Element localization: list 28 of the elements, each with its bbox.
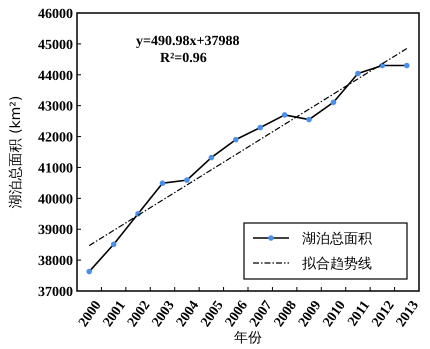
- legend-label: 拟合趋势线: [302, 256, 372, 272]
- annotation: R²=0.96: [160, 51, 207, 66]
- point: [86, 268, 92, 274]
- y-tick-label: 37000: [38, 285, 73, 300]
- y-tick-label: 38000: [38, 254, 73, 270]
- y-tick-label: 40000: [38, 192, 73, 208]
- legend-label: 湖泊总面积: [302, 231, 372, 247]
- y-tick-label: 44000: [38, 68, 73, 84]
- y-tick-label: 46000: [38, 7, 73, 22]
- point: [330, 99, 336, 106]
- point: [184, 177, 190, 183]
- point: [404, 62, 410, 68]
- point: [355, 70, 361, 76]
- y-tick-label: 45000: [38, 38, 73, 53]
- annotation: y=490.98x+37988: [136, 34, 240, 49]
- y-axis-title: 湖泊总面积 (km²): [8, 96, 24, 208]
- x-axis-title: 年份: [234, 330, 262, 346]
- point: [257, 124, 264, 130]
- point: [110, 242, 116, 248]
- y-tick-label: 43000: [38, 100, 73, 115]
- point: [160, 180, 166, 186]
- point: [232, 136, 239, 142]
- point: [306, 116, 312, 122]
- y-tick-label: 42000: [38, 130, 73, 146]
- y-tick-label: 39000: [38, 223, 73, 238]
- y-tick-label: 41000: [38, 161, 73, 176]
- point: [282, 112, 288, 118]
- point: [208, 154, 214, 160]
